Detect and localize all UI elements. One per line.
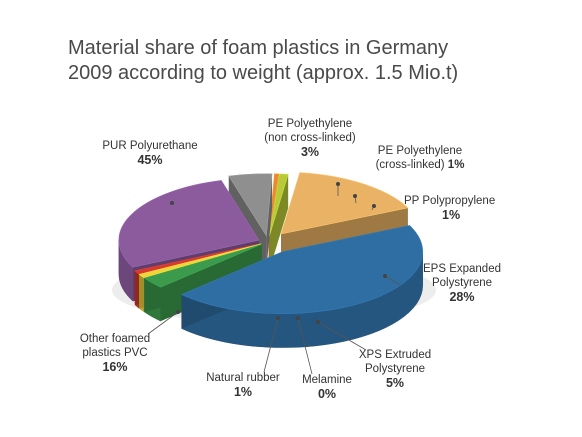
label-pe-cl-name-1: PE Polyethylene xyxy=(377,145,463,157)
label-natural-rubber-name: Natural rubber xyxy=(206,372,280,384)
label-pe-cross-linked: PE Polyethylene (cross-linked) 1% xyxy=(370,144,470,172)
leader-dot-0 xyxy=(170,201,174,205)
label-natural-rubber-value: 1% xyxy=(233,385,253,399)
label-xps-name-1: XPS Extruded xyxy=(358,349,432,361)
leader-dot-6 xyxy=(296,316,300,320)
leader-dot-3 xyxy=(372,204,376,208)
chart-title-line-1: Material share of foam plastics in Germa… xyxy=(68,37,449,59)
label-pur-name: PUR Polyurethane xyxy=(102,140,198,152)
label-other-pvc: Other foamed plastics PVC 16% xyxy=(60,332,170,374)
label-melamine-value: 0% xyxy=(317,387,337,401)
leader-line-5 xyxy=(317,321,367,351)
label-pp: PP Polypropylene 1% xyxy=(404,194,524,222)
label-pur-value: 45% xyxy=(137,153,163,167)
pie-slice-0 xyxy=(180,225,423,348)
label-eps: EPS Expanded Polystyrene 28% xyxy=(412,262,512,304)
leader-line-7 xyxy=(263,317,279,373)
leader-dot-5 xyxy=(316,320,320,324)
chart-title: Material share of foam plastics in Germa… xyxy=(68,36,568,86)
leader-dot-4 xyxy=(383,274,387,278)
leader-dot-8 xyxy=(176,310,180,314)
label-eps-name-2: Polystyrene xyxy=(431,277,493,289)
leader-line-8 xyxy=(147,311,179,335)
label-eps-value: 28% xyxy=(449,290,475,304)
label-pur: PUR Polyurethane 45% xyxy=(85,139,215,167)
label-other-name-2: plastics PVC xyxy=(82,347,148,359)
label-other-name-1: Other foamed xyxy=(79,333,151,345)
label-natural-rubber: Natural rubber 1% xyxy=(188,371,298,399)
label-pe-nc-value: 3% xyxy=(300,145,320,159)
label-pp-value: 1% xyxy=(442,208,461,222)
label-pe-cl-value: 1% xyxy=(447,159,465,171)
label-melamine-name: Melamine xyxy=(302,374,352,386)
label-pe-nc-name-2: (non cross-linked) xyxy=(264,132,356,144)
leader-dot-1 xyxy=(336,182,340,186)
label-pe-cl-name-2-text: (cross-linked) xyxy=(375,159,445,171)
label-pp-name: PP Polypropylene xyxy=(404,195,496,207)
pie-slice-7 xyxy=(269,173,289,270)
label-pe-non-cross-linked: PE Polyethylene (non cross-linked) 3% xyxy=(255,117,365,159)
label-pe-cl-name-2: (cross-linked) 1% xyxy=(370,158,470,172)
label-melamine: Melamine 0% xyxy=(287,373,367,401)
label-pe-nc-name-1: PE Polyethylene xyxy=(267,118,353,130)
label-other-value: 16% xyxy=(102,360,128,374)
leader-dot-2 xyxy=(353,194,357,198)
chart-title-line-2: 2009 according to weight (approx. 1.5 Mi… xyxy=(68,62,459,84)
label-eps-name-1: EPS Expanded xyxy=(422,263,501,275)
leader-line-4 xyxy=(384,275,401,286)
label-xps-value: 5% xyxy=(385,376,405,390)
leader-dot-7 xyxy=(276,316,280,320)
label-xps-name-2: Polystyrene xyxy=(364,363,426,375)
label-xps: XPS Extruded Polystyrene 5% xyxy=(345,348,445,390)
leader-line-6 xyxy=(297,317,313,375)
